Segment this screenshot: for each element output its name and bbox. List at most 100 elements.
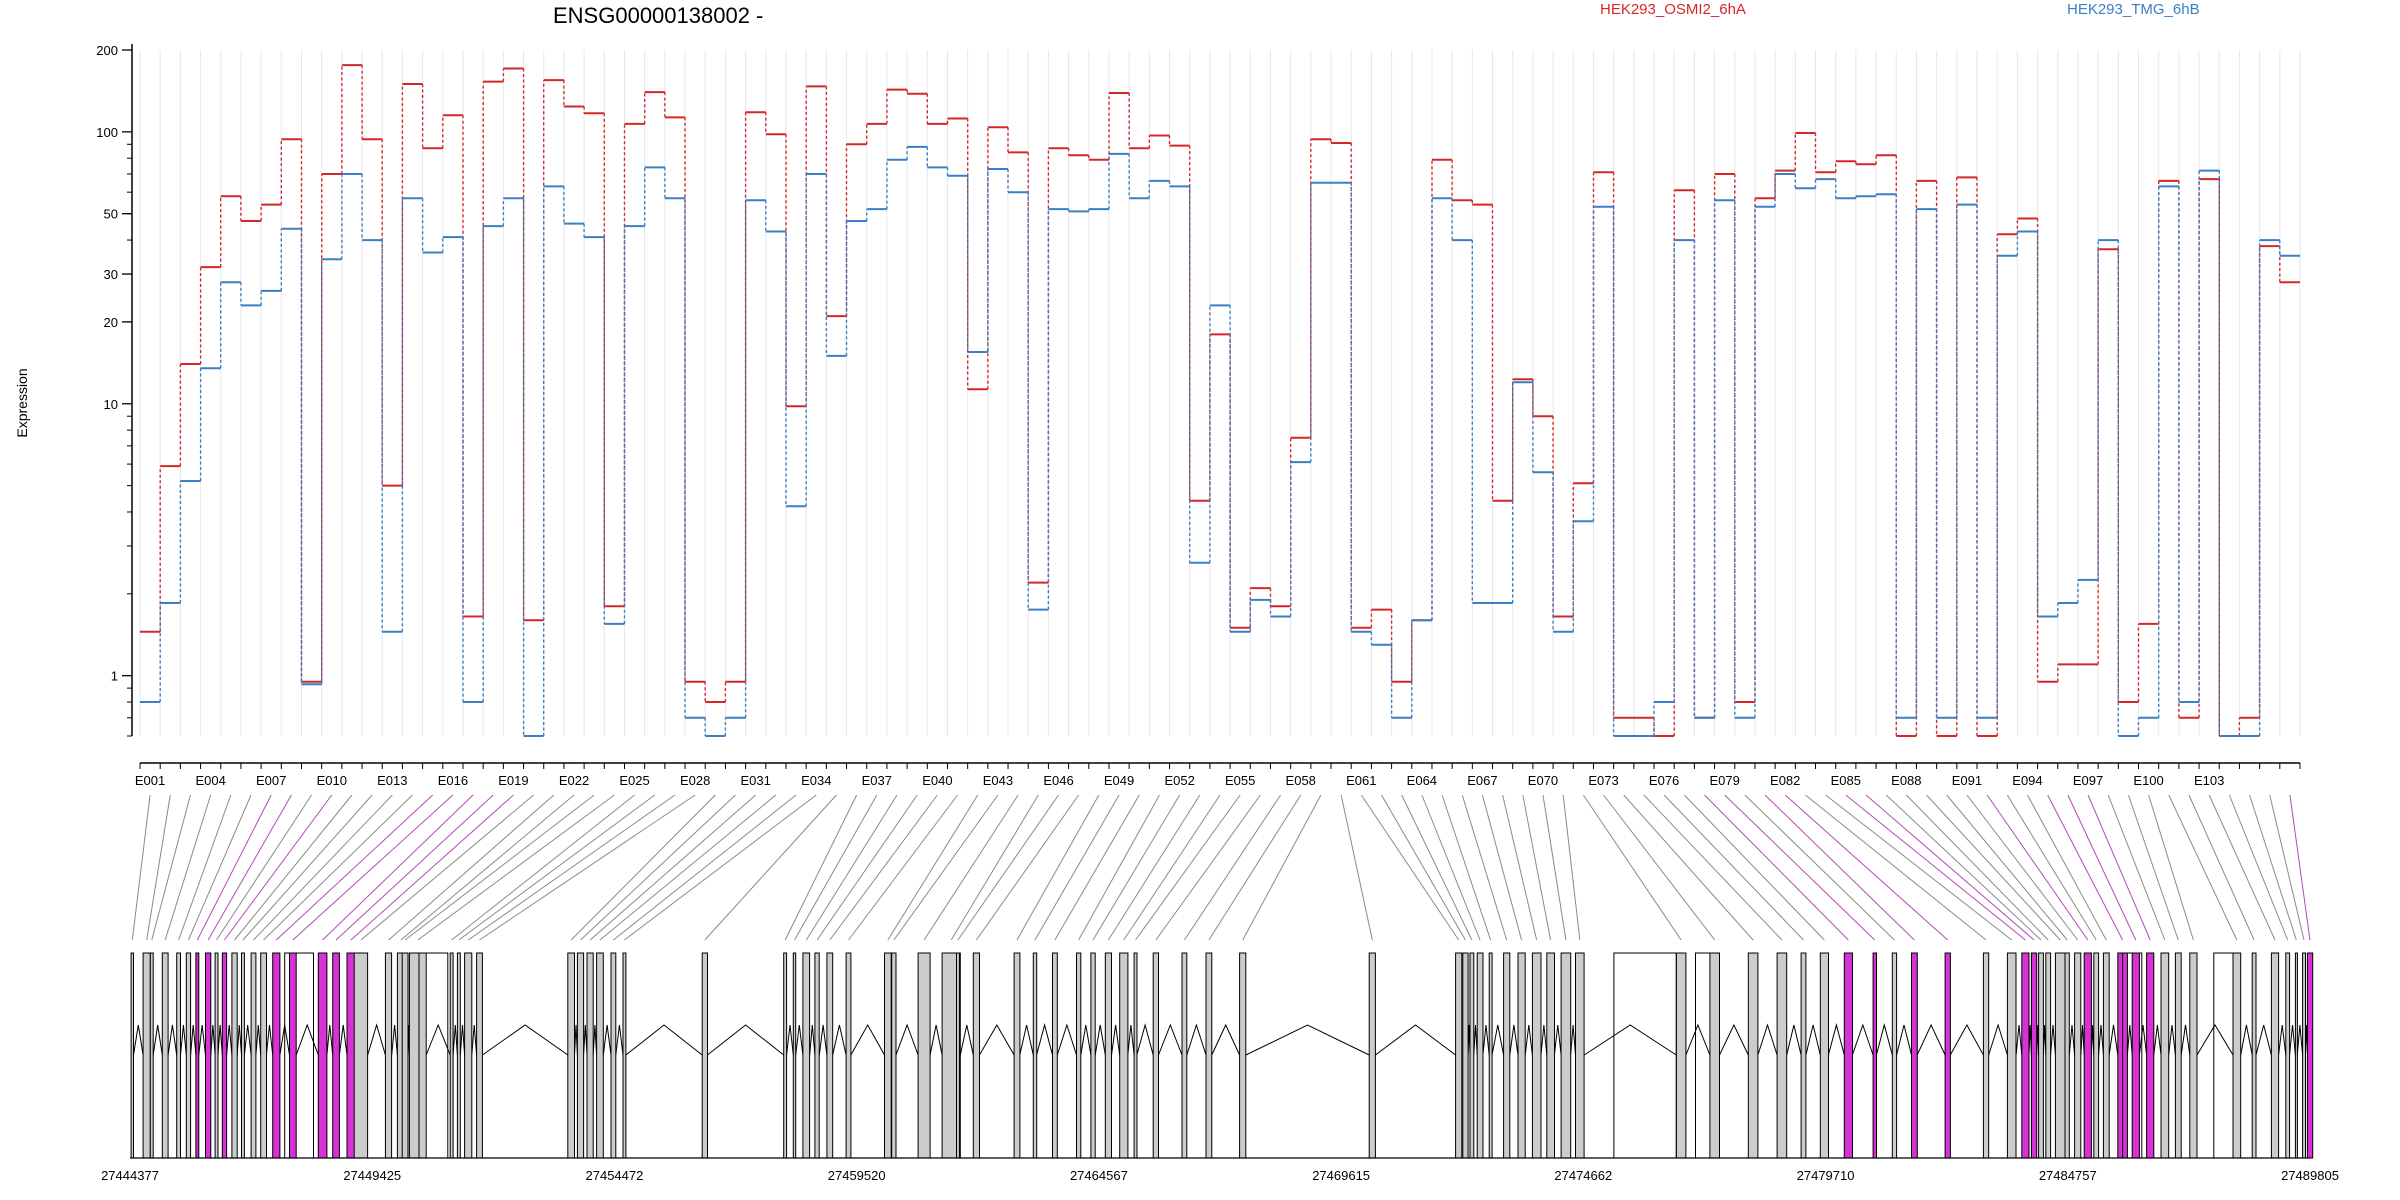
genomic-tick-label: 27484757 [2039,1168,2097,1183]
exon-connector [2269,794,2305,941]
intron-line [459,1024,466,1056]
intron-line [2126,1024,2133,1056]
intron-line [1056,1023,1077,1056]
series-2-transitions [159,146,2281,736]
exon-box-open [1613,952,1677,1159]
exon-box [1181,952,1188,1159]
exon-connector [829,794,938,941]
intron-line [2015,1024,2023,1056]
intron-line [391,1024,398,1056]
exon-box [586,952,594,1159]
exon-box-marked [1872,952,1877,1159]
exon-connector [1764,794,1915,941]
exon-connector [417,794,615,941]
y-tick-label: 200 [96,43,118,58]
y-tick-label: 30 [104,267,118,282]
exon-box [2302,952,2307,1159]
exon-label: E103 [2194,773,2224,788]
exon-box [2189,952,2198,1159]
chart-title: ENSG00000138002 - [553,3,763,28]
exon-connector [816,794,918,941]
exon-connector [451,794,635,941]
exon-box-marked [346,952,356,1159]
genomic-axis: 27444377 27449425 27454472 27459520 27464567… [101,1157,2339,1183]
exon-connector [950,794,1039,941]
intron-line [795,1024,804,1056]
intron-line [167,1024,178,1056]
exon-connector [1663,794,1804,941]
intron-line [1757,1023,1778,1056]
exon-label: E088 [1891,773,1921,788]
exon-box [1205,952,1213,1159]
exon-connector [2208,794,2276,941]
y-tick-label: 10 [104,397,118,412]
exon-box [610,952,617,1159]
exon-connector [242,794,373,941]
y-tick-label: 1 [111,669,118,684]
exon-box [476,952,483,1159]
exon-label: E016 [438,773,468,788]
exon-connector [1054,794,1140,941]
exon-box [1546,952,1556,1159]
exon-box [1462,952,1469,1159]
intron-line [2153,1024,2162,1056]
exon-connector [146,794,171,941]
exon-box-marked [2306,952,2314,1159]
exon-label: E091 [1952,773,1982,788]
exon-box [1675,952,1687,1159]
exon-label: E004 [195,773,225,788]
intron-line [2108,1024,2119,1056]
intron-line [1245,1024,1370,1056]
exon-box [917,952,931,1159]
exon-gridlines [139,50,2301,736]
exon-connector [1208,794,1302,941]
exon-connector [1562,794,1581,941]
exon-box [2045,952,2052,1159]
intron-line [2080,1024,2085,1056]
exon-box [1469,952,1475,1159]
exon-connector [1421,794,1481,941]
exon-connector [2127,794,2179,941]
exon-box [1076,952,1082,1159]
exon-box [401,952,409,1159]
intron-line [1685,1023,1711,1056]
y-axis-label: Expression [14,368,30,437]
intron-line [1570,1024,1576,1056]
intron-line [265,1024,274,1056]
exon-connector [2006,794,2097,941]
exon-box [2285,952,2291,1159]
exon-connector [1603,794,1716,941]
intron-line [180,1024,187,1056]
intron-line [1019,1024,1034,1056]
exon-label: E094 [2012,773,2042,788]
intron-line [850,1023,885,1056]
intron-line [1186,1023,1207,1056]
gene-model [130,952,2314,1159]
exon-connector [350,794,514,941]
intron-line [1211,1023,1241,1056]
exon-connector [1401,794,1473,941]
exon-box [2294,952,2298,1159]
exon-box-marked [332,952,340,1159]
intron-line [152,1024,163,1056]
exon-connector [335,794,494,941]
exon-connector [1865,794,2035,941]
exon-label: E064 [1407,773,1437,788]
exon-box [1503,952,1511,1159]
exon-label: E049 [1104,773,1134,788]
exon-connector [1845,794,2026,941]
exon-label: E100 [2133,773,2163,788]
exon-box [1709,952,1721,1159]
intron-line [1988,1023,2008,1056]
exon-connector [275,794,434,941]
intron-line [338,1024,348,1056]
exon-label: E010 [317,773,347,788]
genomic-tick-label: 27449425 [343,1168,401,1183]
exon-box [576,952,585,1159]
exon-connector [360,794,534,941]
y-tick-label: 20 [104,315,118,330]
exon-box [701,952,709,1159]
genomic-tick-label: 27454472 [586,1168,644,1183]
exon-box [1575,952,1585,1159]
intron-line [2278,1024,2287,1056]
